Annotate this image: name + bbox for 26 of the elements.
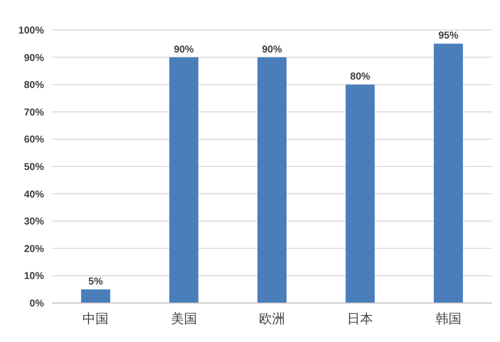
y-tick-label: 90% xyxy=(24,52,44,64)
y-tick-label: 80% xyxy=(24,80,44,92)
x-tick-label: 韩国 xyxy=(435,312,462,327)
y-tick-label: 40% xyxy=(24,189,44,200)
y-tick-label: 0% xyxy=(30,298,44,310)
data-label: 90% xyxy=(174,44,194,56)
data-label: 5% xyxy=(88,276,103,288)
y-tick-label: 100% xyxy=(18,26,44,36)
bar xyxy=(346,84,375,303)
data-label: 80% xyxy=(350,72,370,83)
y-tick-label: 10% xyxy=(24,271,44,282)
y-tick-label: 60% xyxy=(24,134,44,146)
data-label: 90% xyxy=(262,44,282,56)
y-tick-label: 20% xyxy=(24,244,44,255)
y-tick-label: 50% xyxy=(24,162,44,173)
y-tick-label: 30% xyxy=(24,216,44,228)
x-tick-label: 美国 xyxy=(170,311,197,327)
bar xyxy=(81,289,110,303)
bar xyxy=(434,44,463,303)
x-tick-label: 中国 xyxy=(82,312,109,327)
bar xyxy=(169,57,198,303)
bar xyxy=(257,57,287,303)
x-tick-label: 欧洲 xyxy=(259,312,285,327)
x-tick-label: 日本 xyxy=(347,312,374,327)
y-tick-label: 70% xyxy=(24,107,44,118)
data-label: 95% xyxy=(438,30,458,42)
